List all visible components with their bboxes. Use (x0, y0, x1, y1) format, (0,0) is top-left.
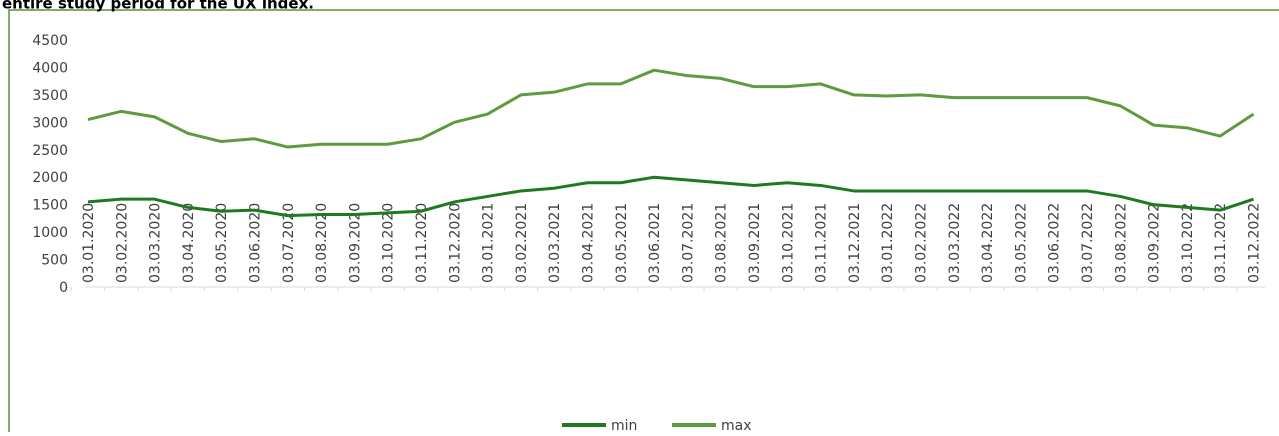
y-tick-label: 3500 (32, 88, 68, 104)
legend-label: max (721, 418, 752, 432)
y-tick-label: 2500 (32, 143, 68, 159)
series-line (87, 175, 1254, 218)
x-tick-label: 03.07.2022 (1080, 203, 1096, 283)
x-tick-label: 03.04.2021 (581, 203, 597, 283)
x-tick-label: 03.07.2020 (281, 203, 297, 283)
x-tick-label: 03.12.2022 (1247, 203, 1263, 283)
x-tick-label: 03.01.2020 (81, 203, 97, 283)
x-tick-label: 03.10.2021 (780, 203, 796, 283)
x-tick-label: 03.12.2021 (847, 203, 863, 283)
x-tick-label: 03.06.2022 (1047, 203, 1063, 283)
x-tick-label: 03.03.2022 (947, 203, 963, 283)
chart-title: entire study period for the UX index. (2, 0, 314, 13)
x-tick-label: 03.06.2021 (647, 203, 663, 283)
x-tick-label: 03.01.2021 (481, 203, 497, 283)
x-tick-label: 03.03.2020 (148, 203, 164, 283)
x-tick-label: 03.08.2020 (314, 203, 330, 283)
x-tick-label: 03.04.2020 (181, 203, 197, 283)
x-tick-label: 03.11.2020 (414, 203, 430, 283)
x-tick-label: 03.09.2020 (347, 203, 363, 283)
y-tick-label: 4500 (32, 33, 68, 49)
x-tick-label: 03.11.2021 (814, 203, 830, 283)
x-tick-label: 03.04.2022 (980, 203, 996, 283)
y-tick-label: 2000 (32, 170, 68, 186)
x-tick-label: 03.05.2021 (614, 203, 630, 283)
x-tick-label: 03.08.2022 (1113, 203, 1129, 283)
y-tick-label: 3000 (32, 115, 68, 131)
legend-label: min (611, 418, 637, 432)
y-tick-label: 1500 (32, 198, 68, 214)
x-tick-label: 03.07.2021 (680, 203, 696, 283)
x-tick-label: 03.05.2022 (1013, 203, 1029, 283)
x-tick-label: 03.10.2020 (381, 203, 397, 283)
x-tick-label: 03.12.2020 (447, 203, 463, 283)
y-tick-label: 4000 (32, 60, 68, 76)
x-tick-label: 03.02.2020 (114, 203, 130, 283)
x-tick-label: 03.10.2022 (1180, 203, 1196, 283)
x-tick-label: 03.03.2021 (547, 203, 563, 283)
chart-frame (8, 9, 1279, 436)
series-line (87, 68, 1255, 149)
x-tick-label: 03.01.2022 (880, 203, 896, 283)
y-tick-label: 0 (59, 280, 68, 296)
x-tick-label: 03.05.2020 (214, 203, 230, 283)
x-tick-label: 03.11.2022 (1213, 203, 1229, 283)
x-tick-label: 03.09.2021 (747, 203, 763, 283)
x-tick-label: 03.02.2021 (514, 203, 530, 283)
x-tick-label: 03.09.2022 (1147, 203, 1163, 283)
x-tick-label: 03.08.2021 (714, 203, 730, 283)
y-tick-label: 1000 (32, 225, 68, 241)
y-tick-label: 500 (41, 253, 68, 269)
x-tick-label: 03.02.2022 (914, 203, 930, 283)
x-tick-label: 03.06.2020 (248, 203, 264, 283)
